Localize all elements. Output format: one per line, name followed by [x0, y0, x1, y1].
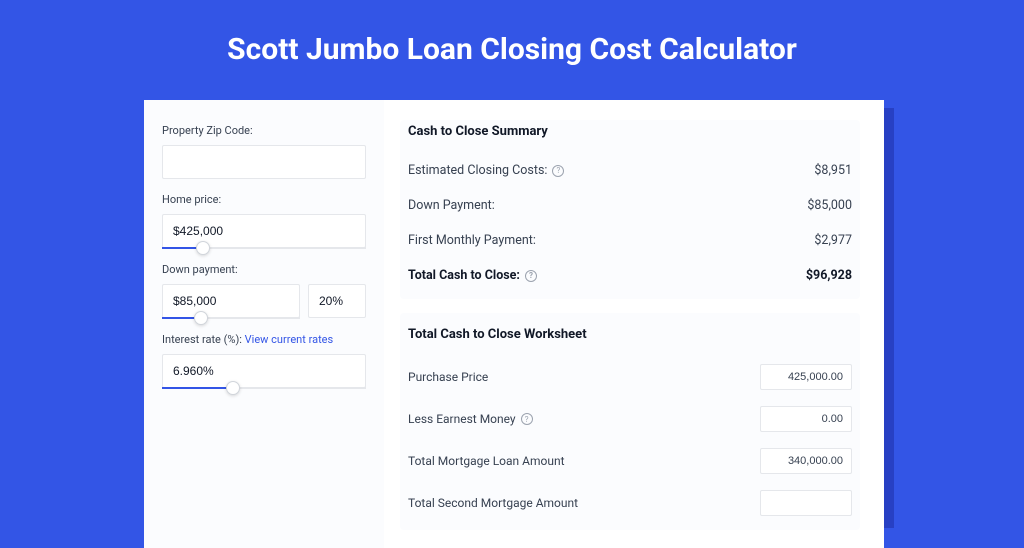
- down-payment-amount-wrap: [162, 284, 300, 319]
- home-price-slider-thumb[interactable]: [196, 241, 210, 255]
- worksheet-row-label: Total Mortgage Loan Amount: [408, 454, 565, 468]
- home-price-field-group: Home price:: [162, 193, 366, 249]
- zip-field-group: Property Zip Code:: [162, 124, 366, 179]
- summary-row-value: $2,977: [814, 233, 852, 248]
- help-icon[interactable]: ?: [521, 413, 533, 425]
- summary-row-label: Total Cash to Close: ?: [408, 268, 537, 283]
- zip-input[interactable]: [162, 145, 366, 179]
- summary-row-label: Estimated Closing Costs: ?: [408, 163, 564, 178]
- worksheet-row-label: Purchase Price: [408, 370, 488, 384]
- page-title: Scott Jumbo Loan Closing Cost Calculator: [0, 0, 1024, 91]
- summary-row-value: $85,000: [807, 198, 852, 213]
- summary-title: Cash to Close Summary: [400, 120, 860, 153]
- interest-rate-slider-fill: [162, 387, 233, 389]
- zip-label: Property Zip Code:: [162, 124, 366, 137]
- down-payment-percent-wrap: [308, 284, 366, 319]
- interest-rate-slider[interactable]: [162, 387, 366, 389]
- worksheet-value-input[interactable]: [760, 406, 852, 432]
- worksheet-label-text: Less Earnest Money: [408, 412, 516, 426]
- down-payment-slider[interactable]: [162, 317, 300, 319]
- worksheet-label-text: Purchase Price: [408, 370, 488, 384]
- help-icon[interactable]: ?: [525, 270, 537, 282]
- worksheet-label-text: Total Second Mortgage Amount: [408, 496, 578, 510]
- summary-row-label: Down Payment:: [408, 198, 495, 213]
- summary-row-down-payment: Down Payment: $85,000: [400, 188, 860, 223]
- summary-label-text: Estimated Closing Costs:: [408, 163, 547, 178]
- worksheet-title: Total Cash to Close Worksheet: [408, 327, 852, 342]
- worksheet-value-input[interactable]: [760, 490, 852, 516]
- interest-rate-input[interactable]: [162, 354, 366, 388]
- down-payment-row: [162, 284, 366, 319]
- home-price-label: Home price:: [162, 193, 366, 206]
- worksheet-label-text: Total Mortgage Loan Amount: [408, 454, 565, 468]
- interest-rate-slider-wrap: [162, 354, 366, 389]
- worksheet-section: Total Cash to Close Worksheet Purchase P…: [400, 313, 860, 530]
- interest-rate-field-group: Interest rate (%): View current rates: [162, 333, 366, 389]
- home-price-slider-wrap: [162, 214, 366, 249]
- interest-rate-slider-thumb[interactable]: [226, 381, 240, 395]
- worksheet-row-label: Less Earnest Money ?: [408, 412, 533, 426]
- worksheet-row-earnest-money: Less Earnest Money ?: [408, 398, 852, 440]
- inputs-panel: Property Zip Code: Home price: Down paym…: [144, 100, 384, 548]
- down-payment-amount-input[interactable]: [162, 284, 300, 318]
- worksheet-value-input[interactable]: [760, 364, 852, 390]
- summary-row-closing-costs: Estimated Closing Costs: ? $8,951: [400, 153, 860, 188]
- summary-label-text: First Monthly Payment:: [408, 233, 536, 248]
- summary-row-value: $96,928: [806, 268, 852, 283]
- down-payment-field-group: Down payment:: [162, 263, 366, 319]
- summary-panel: Cash to Close Summary Estimated Closing …: [384, 100, 884, 548]
- worksheet-value-input[interactable]: [760, 448, 852, 474]
- down-payment-percent-input[interactable]: [308, 284, 366, 318]
- summary-row-label: First Monthly Payment:: [408, 233, 536, 248]
- cash-to-close-summary: Cash to Close Summary Estimated Closing …: [400, 120, 860, 299]
- down-payment-label: Down payment:: [162, 263, 366, 276]
- summary-row-value: $8,951: [814, 163, 852, 178]
- worksheet-row-mortgage-amount: Total Mortgage Loan Amount: [408, 440, 852, 482]
- summary-label-text: Total Cash to Close:: [408, 268, 520, 283]
- interest-rate-label-text: Interest rate (%):: [162, 333, 245, 346]
- down-payment-slider-thumb[interactable]: [194, 311, 208, 325]
- summary-label-text: Down Payment:: [408, 198, 495, 213]
- home-price-slider[interactable]: [162, 247, 366, 249]
- worksheet-row-label: Total Second Mortgage Amount: [408, 496, 578, 510]
- help-icon[interactable]: ?: [552, 165, 564, 177]
- summary-row-first-monthly: First Monthly Payment: $2,977: [400, 223, 860, 258]
- worksheet-row-second-mortgage: Total Second Mortgage Amount: [408, 482, 852, 524]
- worksheet-row-purchase-price: Purchase Price: [408, 356, 852, 398]
- view-current-rates-link[interactable]: View current rates: [245, 333, 334, 346]
- interest-rate-label: Interest rate (%): View current rates: [162, 333, 366, 346]
- calculator-card: Property Zip Code: Home price: Down paym…: [144, 100, 884, 548]
- summary-row-total-cash: Total Cash to Close: ? $96,928: [400, 258, 860, 293]
- home-price-input[interactable]: [162, 214, 366, 248]
